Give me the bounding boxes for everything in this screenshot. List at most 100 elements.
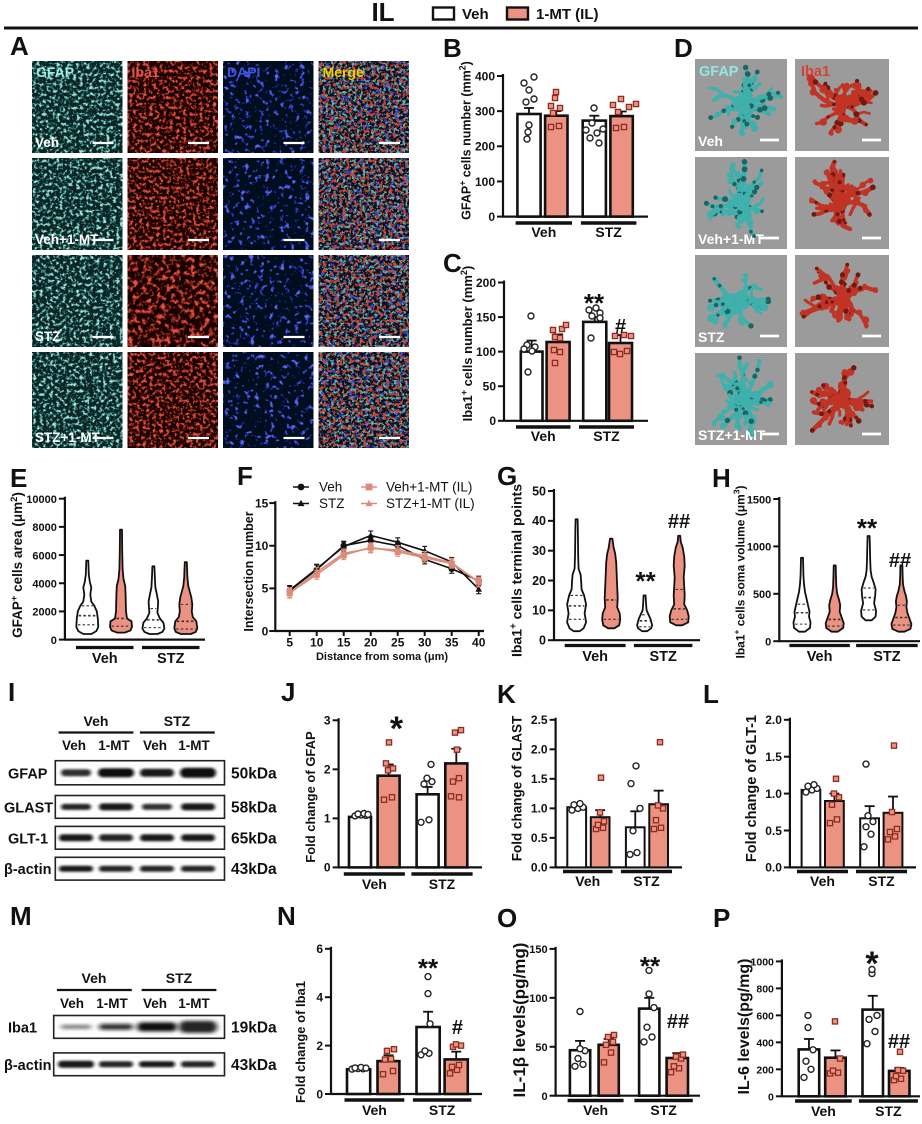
svg-text:STZ+1-MT: STZ+1-MT	[698, 427, 766, 443]
svg-text:Fold change of GLT-1: Fold change of GLT-1	[744, 715, 760, 862]
svg-text:Veh: Veh	[811, 1103, 836, 1119]
svg-text:2.0: 2.0	[765, 713, 782, 727]
svg-text:Veh: Veh	[319, 480, 342, 495]
svg-text:43kDa: 43kDa	[231, 1057, 277, 1074]
svg-text:500: 500	[753, 589, 771, 601]
svg-text:1-MT (IL): 1-MT (IL)	[536, 6, 598, 23]
svg-text:Distance from soma (μm): Distance from soma (μm)	[316, 651, 448, 663]
svg-text:150: 150	[476, 310, 496, 324]
svg-text:GFAP: GFAP	[699, 64, 739, 80]
svg-text:40: 40	[472, 636, 486, 650]
svg-text:5: 5	[262, 582, 269, 596]
svg-text:20: 20	[364, 636, 378, 650]
svg-text:Iba1+ cells terminal points: Iba1+ cells terminal points	[508, 484, 525, 657]
svg-text:STZ: STZ	[633, 873, 660, 889]
svg-text:100: 100	[476, 345, 496, 359]
svg-text:**: **	[418, 953, 439, 983]
svg-text:Veh: Veh	[807, 649, 833, 665]
svg-text:0: 0	[316, 1087, 323, 1101]
svg-text:F: F	[237, 461, 253, 491]
svg-text:N: N	[277, 901, 296, 931]
svg-text:35: 35	[445, 636, 459, 650]
svg-text:Veh: Veh	[582, 649, 608, 665]
svg-text:Iba1: Iba1	[8, 1020, 37, 1036]
svg-text:GLAST: GLAST	[4, 800, 53, 816]
svg-text:600: 600	[756, 1011, 774, 1023]
svg-text:Veh: Veh	[143, 738, 167, 753]
svg-text:J: J	[281, 677, 295, 707]
svg-text:STZ: STZ	[319, 496, 345, 511]
svg-text:10000: 10000	[26, 494, 57, 506]
svg-text:1.5: 1.5	[531, 772, 548, 786]
svg-text:2.0: 2.0	[531, 743, 548, 757]
svg-text:0: 0	[262, 624, 269, 638]
svg-text:Veh: Veh	[362, 876, 387, 892]
svg-text:4000: 4000	[32, 579, 56, 591]
svg-text:STZ: STZ	[157, 651, 185, 667]
svg-text:Veh: Veh	[698, 133, 723, 149]
svg-text:STZ: STZ	[593, 428, 620, 444]
svg-text:STZ: STZ	[649, 649, 677, 665]
svg-text:Veh: Veh	[60, 996, 84, 1011]
svg-text:Veh: Veh	[531, 224, 556, 240]
svg-text:0: 0	[488, 210, 495, 224]
svg-text:2: 2	[316, 1039, 323, 1053]
svg-text:*: *	[390, 710, 404, 748]
svg-text:200: 200	[476, 276, 496, 290]
svg-text:1-MT: 1-MT	[96, 996, 128, 1011]
svg-text:Veh: Veh	[62, 738, 86, 753]
svg-text:4: 4	[316, 991, 323, 1005]
svg-text:5: 5	[286, 636, 293, 650]
svg-text:Veh+1-MT: Veh+1-MT	[35, 232, 99, 247]
svg-text:50: 50	[535, 1042, 547, 1054]
svg-text:10: 10	[310, 636, 324, 650]
svg-text:B: B	[443, 33, 462, 63]
svg-text:Iba1: Iba1	[132, 64, 160, 80]
svg-text:20: 20	[532, 574, 546, 588]
svg-text:β-actin: β-actin	[4, 862, 52, 878]
svg-text:Veh: Veh	[143, 996, 167, 1011]
svg-text:0: 0	[324, 861, 331, 875]
svg-text:0.5: 0.5	[765, 824, 782, 838]
svg-text:400: 400	[756, 1038, 774, 1050]
svg-text:#: #	[452, 1017, 463, 1039]
svg-text:K: K	[497, 679, 516, 709]
svg-text:30: 30	[532, 544, 546, 558]
svg-text:Iba1+ cells number (mm2): Iba1+ cells number (mm2)	[459, 266, 475, 422]
svg-text:**: **	[857, 513, 878, 543]
svg-text:6: 6	[316, 942, 323, 956]
svg-text:STZ: STZ	[650, 1102, 677, 1118]
svg-text:200: 200	[475, 140, 495, 154]
svg-text:1500: 1500	[747, 494, 771, 506]
svg-text:**: **	[635, 566, 656, 596]
svg-text:GFAP+ cells number (mm2): GFAP+ cells number (mm2)	[458, 61, 474, 220]
svg-text:Veh: Veh	[575, 873, 600, 889]
svg-text:Veh: Veh	[462, 6, 489, 23]
svg-text:IL: IL	[371, 0, 394, 27]
svg-text:50kDa: 50kDa	[231, 765, 277, 782]
svg-text:1000: 1000	[747, 542, 771, 554]
svg-text:800: 800	[756, 984, 774, 996]
svg-text:E: E	[10, 463, 27, 493]
svg-text:50: 50	[532, 484, 546, 498]
svg-text:1.0: 1.0	[765, 787, 782, 801]
svg-text:Fold change of GFAP: Fold change of GFAP	[303, 731, 318, 863]
svg-text:1.5: 1.5	[765, 750, 782, 764]
svg-text:M: M	[10, 901, 32, 931]
svg-text:0: 0	[541, 1091, 547, 1103]
svg-text:Veh+1-MT: Veh+1-MT	[698, 231, 764, 247]
svg-text:P: P	[713, 903, 730, 933]
svg-text:Veh: Veh	[531, 428, 556, 444]
svg-text:200: 200	[756, 1065, 774, 1077]
svg-text:STZ: STZ	[35, 329, 61, 344]
svg-text:#: #	[615, 316, 626, 338]
svg-text:100: 100	[529, 993, 547, 1005]
svg-text:H: H	[712, 463, 731, 493]
svg-text:GFAP+ cells area (μm2): GFAP+ cells area (μm2)	[9, 492, 26, 638]
svg-text:STZ: STZ	[164, 713, 191, 729]
svg-text:50: 50	[483, 380, 497, 394]
svg-text:GLT-1: GLT-1	[8, 831, 48, 847]
svg-text:2.5: 2.5	[531, 713, 548, 727]
svg-text:STZ: STZ	[873, 649, 901, 665]
svg-text:15: 15	[255, 496, 269, 510]
